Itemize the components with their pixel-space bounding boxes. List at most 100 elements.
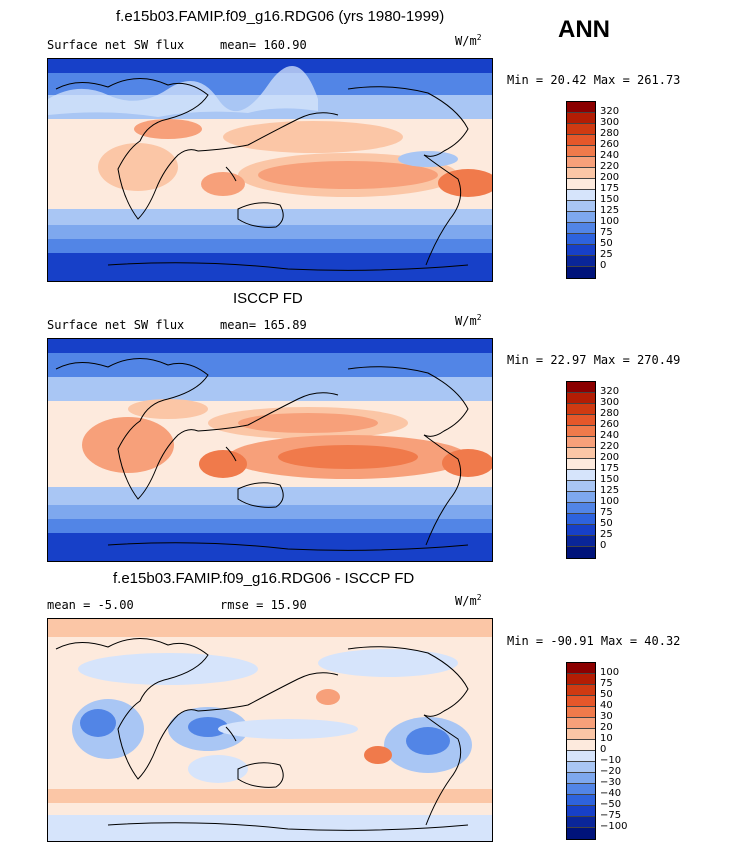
colorbar-tick-label: 300 — [600, 117, 620, 128]
colorbar-swatch — [567, 762, 595, 773]
colorbar-swatch — [567, 795, 595, 806]
colorbar-swatch — [567, 459, 595, 470]
colorbar-tick-label: 0 — [600, 744, 607, 755]
colorbar-swatch — [567, 393, 595, 404]
colorbar-swatch — [567, 696, 595, 707]
colorbar-tick-label: 75 — [600, 507, 613, 518]
colorbar-swatch — [567, 437, 595, 448]
panel-2-mean-label: mean= 165.89 — [220, 318, 307, 332]
colorbar-tick-label: 100 — [600, 667, 620, 678]
colorbar-tick-label: 175 — [600, 463, 620, 474]
panel-2-units: W/m2 — [455, 313, 482, 328]
colorbar-swatch — [567, 784, 595, 795]
colorbar-swatch — [567, 190, 595, 201]
colorbar-swatch — [567, 470, 595, 481]
colorbar-swatch — [567, 503, 595, 514]
colorbar-tick-label: 200 — [600, 172, 620, 183]
colorbar-tick-label: 300 — [600, 397, 620, 408]
colorbar-swatch — [567, 740, 595, 751]
colorbar-swatch — [567, 135, 595, 146]
colorbar-tick-label: 240 — [600, 430, 620, 441]
colorbar-swatch — [567, 415, 595, 426]
colorbar-swatch — [567, 201, 595, 212]
panel-2-variable-label: Surface net SW flux — [47, 318, 185, 332]
colorbar-swatch — [567, 674, 595, 685]
panel-1-variable-label: Surface net SW flux — [47, 38, 185, 52]
panel-2-minmax: Min = 22.97 Max = 270.49 — [507, 353, 681, 367]
colorbar-swatch — [567, 113, 595, 124]
panel-3-colorbar — [566, 662, 596, 840]
colorbar-tick-label: 50 — [600, 238, 613, 249]
panel-3-rmse-label: rmse = 15.90 — [220, 598, 307, 612]
colorbar-swatch — [567, 828, 595, 839]
colorbar-swatch — [567, 267, 595, 278]
colorbar-swatch — [567, 382, 595, 393]
colorbar-tick-label: 280 — [600, 408, 620, 419]
colorbar-tick-label: 150 — [600, 194, 620, 205]
panel-3-units: W/m2 — [455, 593, 482, 608]
colorbar-tick-label: 220 — [600, 441, 620, 452]
colorbar-swatch — [567, 685, 595, 696]
colorbar-tick-label: 150 — [600, 474, 620, 485]
panel-3-title: f.e15b03.FAMIP.f09_g16.RDG06 - ISCCP FD — [113, 570, 415, 587]
colorbar-swatch — [567, 817, 595, 828]
colorbar-tick-label: 100 — [600, 216, 620, 227]
colorbar-swatch — [567, 773, 595, 784]
colorbar-swatch — [567, 223, 595, 234]
colorbar-tick-label: 0 — [600, 540, 607, 551]
colorbar-tick-label: 20 — [600, 722, 613, 733]
colorbar-tick-label: 50 — [600, 518, 613, 529]
colorbar-tick-label: 320 — [600, 106, 620, 117]
colorbar-tick-label: 75 — [600, 227, 613, 238]
colorbar-swatch — [567, 547, 595, 558]
colorbar-tick-label: 175 — [600, 183, 620, 194]
colorbar-swatch — [567, 234, 595, 245]
colorbar-tick-label: 220 — [600, 161, 620, 172]
panel-1-map — [47, 58, 493, 282]
panel-3-map — [47, 618, 493, 842]
colorbar-tick-label: −100 — [600, 821, 628, 832]
colorbar-swatch — [567, 168, 595, 179]
colorbar-tick-label: 260 — [600, 139, 620, 150]
colorbar-swatch — [567, 525, 595, 536]
colorbar-tick-label: 240 — [600, 150, 620, 161]
panel-1-colorbar — [566, 101, 596, 279]
colorbar-tick-label: 0 — [600, 260, 607, 271]
colorbar-tick-label: −50 — [600, 799, 622, 810]
colorbar-tick-label: −20 — [600, 766, 622, 777]
colorbar-swatch — [567, 663, 595, 674]
colorbar-tick-label: 100 — [600, 496, 620, 507]
colorbar-tick-label: −10 — [600, 755, 622, 766]
colorbar-swatch — [567, 212, 595, 223]
colorbar-swatch — [567, 707, 595, 718]
panel-1-minmax: Min = 20.42 Max = 261.73 — [507, 73, 681, 87]
colorbar-tick-label: −30 — [600, 777, 622, 788]
panel-2-map — [47, 338, 493, 562]
colorbar-swatch — [567, 448, 595, 459]
colorbar-tick-label: 75 — [600, 678, 613, 689]
season-label: ANN — [558, 16, 610, 43]
colorbar-swatch — [567, 256, 595, 267]
colorbar-swatch — [567, 481, 595, 492]
colorbar-swatch — [567, 536, 595, 547]
colorbar-swatch — [567, 751, 595, 762]
colorbar-tick-label: 320 — [600, 386, 620, 397]
colorbar-tick-label: 10 — [600, 733, 613, 744]
colorbar-swatch — [567, 729, 595, 740]
colorbar-swatch — [567, 102, 595, 113]
colorbar-tick-label: −75 — [600, 810, 622, 821]
panel-2-title: ISCCP FD — [233, 290, 303, 307]
colorbar-tick-label: 125 — [600, 485, 620, 496]
colorbar-swatch — [567, 124, 595, 135]
colorbar-swatch — [567, 806, 595, 817]
colorbar-swatch — [567, 514, 595, 525]
colorbar-swatch — [567, 426, 595, 437]
colorbar-swatch — [567, 157, 595, 168]
panel-1-units: W/m2 — [455, 33, 482, 48]
panel-3-minmax: Min = -90.91 Max = 40.32 — [507, 634, 681, 648]
colorbar-swatch — [567, 146, 595, 157]
colorbar-tick-label: 200 — [600, 452, 620, 463]
colorbar-swatch — [567, 404, 595, 415]
panel-3-mean-label: mean = -5.00 — [47, 598, 134, 612]
colorbar-tick-label: 50 — [600, 689, 613, 700]
